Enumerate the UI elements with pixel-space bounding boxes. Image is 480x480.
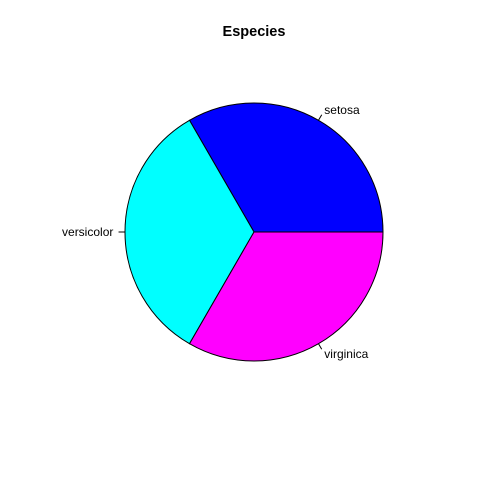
pie-slices	[124, 102, 384, 362]
chart-title: Especies	[223, 24, 286, 40]
slice-label-setosa: setosa	[324, 103, 360, 117]
leader-line-virginica	[318, 343, 323, 350]
slice-label-virginica: virginica	[324, 347, 368, 361]
leader-line-setosa	[318, 114, 323, 121]
pie-slice-versicolor	[124, 119, 255, 345]
pie-labels: setosa versicolor virginica	[62, 103, 369, 361]
pie-slice-virginica	[188, 231, 384, 362]
slice-label-versicolor: versicolor	[62, 225, 113, 239]
pie-slice-setosa	[188, 102, 384, 233]
